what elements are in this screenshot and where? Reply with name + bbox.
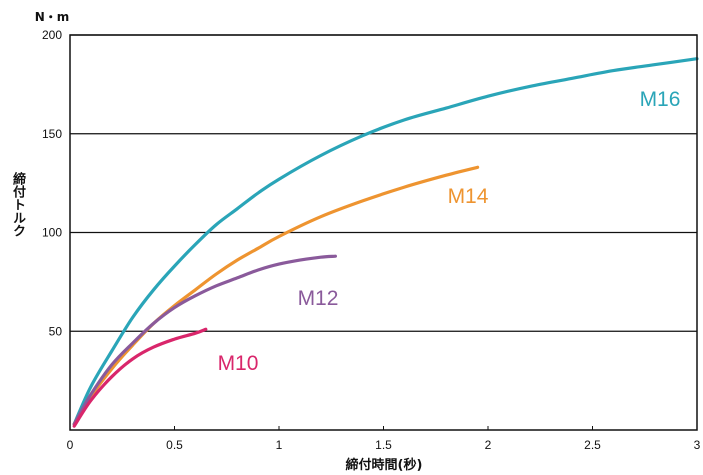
y-tick-label: 100 [42,226,62,240]
x-tick-label: 2.5 [584,438,601,452]
series-label-m10: M10 [218,352,259,375]
y-tick-label: 200 [42,28,62,42]
series-line-m14 [72,165,480,426]
x-tick-label: 1.5 [375,438,392,452]
gridlines [70,34,697,332]
x-tick-label: 3 [694,438,701,452]
series-labels: M16 M14 M12 M10 [218,88,681,375]
x-tick-label: 2 [485,438,492,452]
series-line-m10 [72,327,208,428]
y-tick-label: 50 [49,324,63,338]
x-tick-label: 1 [276,438,283,452]
series-label-m16: M16 [640,88,681,111]
x-axis-title: 締付時間(秒) [346,457,423,473]
series-label-m14: M14 [448,185,489,208]
y-axis-unit: N・m [35,10,70,24]
series-line-m12 [72,254,337,426]
y-tick-label: 150 [42,127,62,141]
y-axis-title: 締付トルク [10,172,25,237]
axis-ticks: 50 100 150 200 0 0.5 1 1.5 2 2.5 3 [42,28,701,452]
series-label-m12: M12 [298,287,339,310]
series-lines [72,57,699,428]
x-tick-label: 0.5 [166,438,183,452]
series-line-m16 [72,57,699,426]
x-tick-label: 0 [67,438,74,452]
